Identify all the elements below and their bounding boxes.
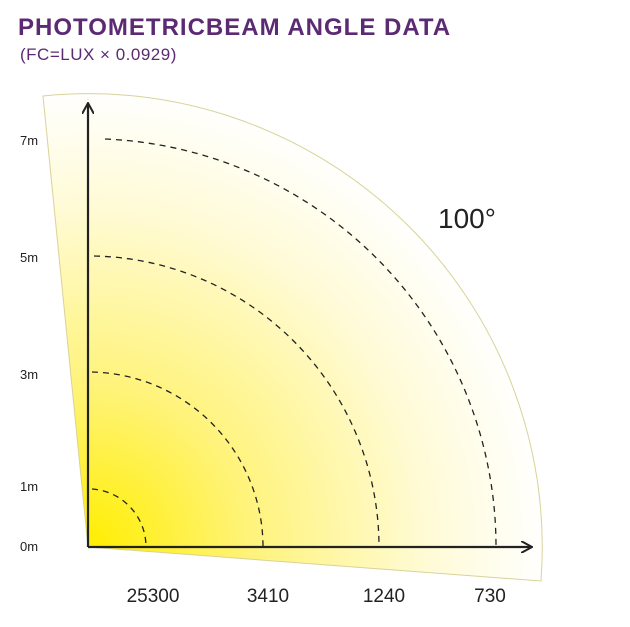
distance-label-7m: 7m — [20, 133, 38, 148]
distance-ring-3m — [91, 371, 264, 548]
beam-cone — [42, 93, 543, 582]
lux-label-2: 3410 — [247, 586, 289, 607]
distance-label-0m: 0m — [20, 539, 38, 554]
distance-label-5m: 5m — [20, 250, 38, 265]
distance-label-1m: 1m — [20, 479, 38, 494]
beam-angle-label: 100° — [438, 203, 496, 234]
distance-ring-7m — [104, 138, 497, 548]
conversion-note: (FC=LUX × 0.0929) — [20, 45, 177, 64]
page-title: PHOTOMETRICBEAM ANGLE DATA — [18, 14, 452, 41]
distance-label-3m: 3m — [20, 367, 38, 382]
lux-label-4: 730 — [474, 586, 506, 607]
lux-label-1: 25300 — [127, 586, 180, 607]
lux-label-3: 1240 — [363, 586, 405, 607]
distance-ring-5m — [93, 255, 380, 548]
